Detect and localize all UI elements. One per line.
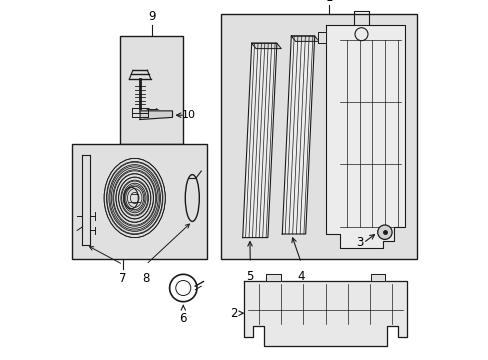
Text: 8: 8 xyxy=(142,272,149,285)
Polygon shape xyxy=(265,274,280,281)
Polygon shape xyxy=(282,36,314,234)
Text: 9: 9 xyxy=(148,10,155,23)
Polygon shape xyxy=(318,32,325,43)
Text: 2: 2 xyxy=(229,307,237,320)
Polygon shape xyxy=(291,36,318,41)
Text: 3: 3 xyxy=(355,237,363,249)
Text: 1: 1 xyxy=(325,0,332,4)
Polygon shape xyxy=(251,43,281,49)
Bar xyxy=(221,14,416,259)
Polygon shape xyxy=(140,111,172,120)
Polygon shape xyxy=(242,43,276,238)
Bar xyxy=(120,36,183,144)
Circle shape xyxy=(377,225,391,239)
Text: 4: 4 xyxy=(297,270,305,283)
Polygon shape xyxy=(244,281,406,346)
Text: 10: 10 xyxy=(181,110,195,120)
Text: 7: 7 xyxy=(119,272,126,285)
Bar xyxy=(72,144,206,259)
Polygon shape xyxy=(325,25,404,248)
Polygon shape xyxy=(370,274,384,281)
Ellipse shape xyxy=(102,157,167,239)
Text: 5: 5 xyxy=(246,270,253,283)
Text: 6: 6 xyxy=(179,312,187,325)
